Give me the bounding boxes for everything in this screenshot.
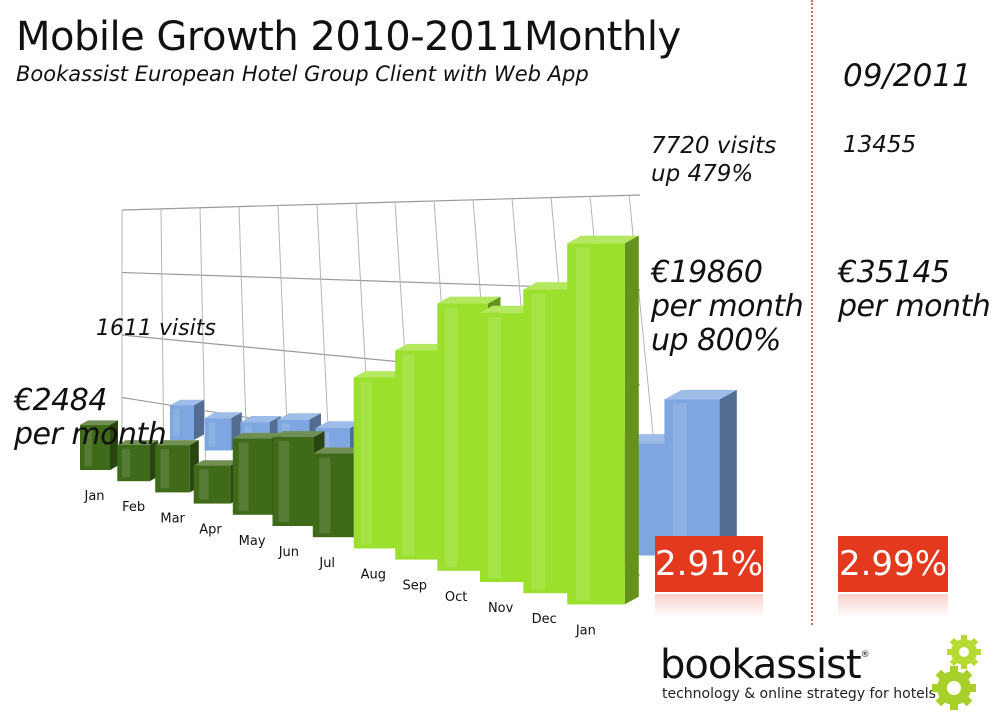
- badge-reflection: [655, 594, 763, 618]
- revenue-period: per month: [838, 289, 991, 324]
- revenue-amount: €35145: [838, 255, 950, 290]
- badge-reflection: [838, 594, 948, 618]
- month-label: Jan: [84, 489, 105, 504]
- revenue-growth: up 800%: [651, 323, 781, 358]
- revenue-amount: €19860: [651, 255, 763, 290]
- revenue-bars: [80, 235, 639, 605]
- month-label: Jul: [318, 556, 335, 571]
- gridline: [160, 208, 165, 470]
- month-label: Jun: [278, 545, 299, 560]
- period-visits: 13455: [843, 132, 917, 158]
- month-label: Nov: [488, 601, 514, 616]
- month-label: Mar: [160, 511, 185, 526]
- month-labels: Jan Feb Mar Apr May Jun Jul Aug Sep Oct Nov Dec Jan: [84, 489, 596, 638]
- brand-tagline: technology & online strategy for hotels: [662, 686, 936, 702]
- month-label: Aug: [361, 567, 386, 582]
- jan-2010-visits: 1611 visits: [96, 316, 216, 341]
- revenue-bar: [567, 235, 639, 605]
- month-label: Oct: [445, 590, 467, 605]
- revenue-period: per month: [651, 289, 804, 324]
- period-date: 09/2011: [843, 58, 972, 94]
- brand-name: bookassist: [660, 642, 862, 688]
- gears-icon: [932, 635, 981, 710]
- revenue-amount: €2484: [14, 383, 107, 418]
- conversion-rate-badge: 2.99%: [838, 536, 948, 592]
- month-label: Feb: [122, 500, 145, 515]
- revenue-period: per month: [14, 417, 167, 452]
- visits-growth: up 479%: [651, 161, 754, 187]
- gridline: [121, 194, 641, 211]
- brand-logo: bookassist®: [660, 642, 870, 688]
- month-label: Sep: [402, 579, 427, 594]
- visits-bar: [170, 399, 204, 440]
- jan-2010-revenue: €2484 per month: [14, 383, 167, 452]
- jan-2011-visits: 7720 visits up 479%: [651, 132, 776, 188]
- revenue-bar: [80, 420, 118, 470]
- revenue-bar: [193, 460, 241, 504]
- month-label: Jan: [575, 623, 596, 638]
- registered-mark: ®: [860, 650, 870, 660]
- page-title: Mobile Growth 2010-2011Monthly: [16, 14, 681, 60]
- month-label: Apr: [199, 523, 222, 538]
- month-label: Dec: [532, 612, 557, 627]
- month-label: May: [239, 534, 266, 549]
- visits-bar: [204, 412, 242, 451]
- page-subtitle: Bookassist European Hotel Group Client w…: [16, 62, 589, 86]
- jan-2011-revenue: €19860 per month up 800%: [651, 255, 804, 358]
- conversion-rate-badge: 2.91%: [655, 536, 763, 592]
- period-revenue: €35145 per month: [838, 255, 991, 324]
- visits-count: 7720 visits: [651, 133, 777, 159]
- column-divider: [811, 0, 813, 625]
